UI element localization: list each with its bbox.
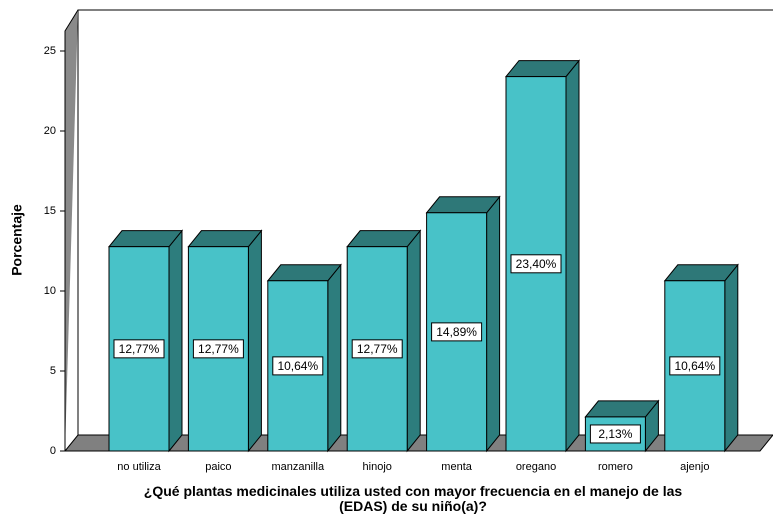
value-label-box <box>669 356 721 376</box>
x-tick-label: oregano <box>516 461 556 473</box>
value-label: 2,13% <box>598 427 632 441</box>
value-label: 10,64% <box>277 359 318 373</box>
bar: 14,89% <box>425 195 501 453</box>
value-label-box <box>351 339 403 359</box>
bar-top <box>266 264 342 282</box>
x-tick-label: manzanilla <box>272 461 325 473</box>
bar: 23,40% <box>504 59 581 453</box>
value-label: 12,77% <box>198 342 239 356</box>
bar-side <box>247 229 262 453</box>
value-label-box <box>113 339 165 359</box>
bar-top <box>504 60 581 78</box>
value-label-box <box>431 322 483 342</box>
y-tick-label: 25 <box>44 45 56 57</box>
x-tick-label: romero <box>598 461 633 473</box>
bar: 12,77% <box>346 229 422 453</box>
bar: 10,64% <box>266 263 342 453</box>
y-tick-label: 5 <box>50 365 56 377</box>
value-label: 23,40% <box>516 257 557 271</box>
bar-side <box>168 229 183 453</box>
y-tick-label: 0 <box>50 445 56 457</box>
bar-side <box>406 229 421 453</box>
x-tick-label: menta <box>441 461 472 473</box>
x-axis-title: ¿Qué plantas medicinales utiliza usted c… <box>143 483 683 514</box>
y-tick-label: 10 <box>44 285 56 297</box>
x-tick-label: paico <box>205 461 231 473</box>
bar-top <box>425 196 501 214</box>
value-label-box <box>589 424 641 444</box>
bar-side <box>486 195 501 453</box>
bar: 12,77% <box>107 229 184 453</box>
bar-top <box>584 400 660 418</box>
bar: 10,64% <box>663 263 739 453</box>
x-tick-label: no utiliza <box>117 461 161 473</box>
x-tick-label: hinojo <box>363 461 392 473</box>
side-wall <box>64 9 79 451</box>
y-axis-title: Porcentaje <box>9 204 25 276</box>
bar-top <box>663 264 739 282</box>
value-label-box <box>272 356 324 376</box>
bar-side <box>565 59 580 453</box>
value-label: 12,77% <box>119 342 160 356</box>
value-label-box <box>192 339 244 359</box>
bar-side <box>724 263 739 453</box>
value-label: 14,89% <box>436 325 477 339</box>
value-label: 12,77% <box>357 342 398 356</box>
bar-top <box>107 230 184 248</box>
bar-top <box>346 230 422 248</box>
bar-top <box>187 230 263 248</box>
bar: 12,77% <box>187 229 263 453</box>
bar-side <box>327 263 342 453</box>
x-tick-label: ajenjo <box>680 461 709 473</box>
y-tick-label: 15 <box>44 205 56 217</box>
value-label-box <box>510 254 562 274</box>
bar: 2,13% <box>584 399 660 453</box>
value-label: 10,64% <box>674 359 715 373</box>
y-tick-label: 20 <box>44 125 56 137</box>
